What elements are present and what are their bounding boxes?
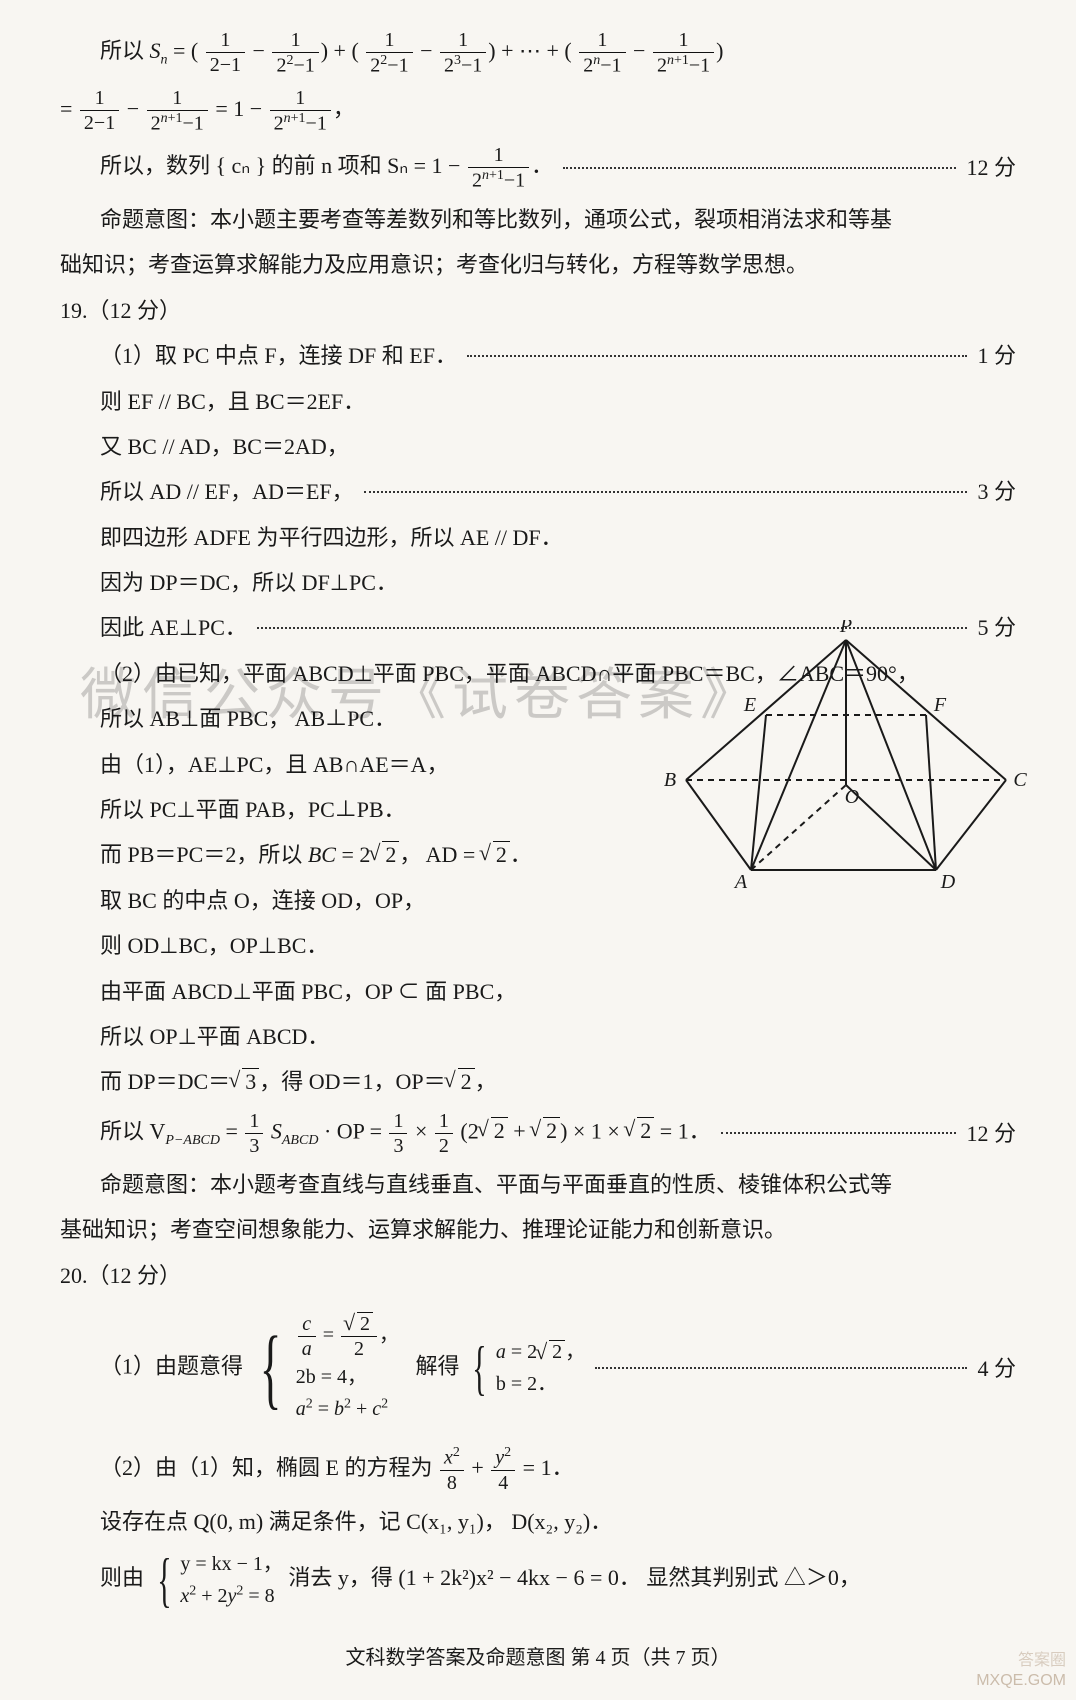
q20-part2-ellipse: （2）由（1）知，椭圆 E 的方程为 x28 + y24 = 1．: [60, 1445, 1016, 1495]
score-12: 12 分: [966, 149, 1016, 186]
dotted-leader: [563, 167, 956, 169]
q19-step-1b: 则 EF // BC，且 BC＝2EF．: [60, 383, 1016, 420]
equation-sn-simplify: = 12−1 − 12n+1−1 = 1 − 12n+1−1，: [60, 86, 1016, 136]
svg-text:O: O: [845, 786, 859, 808]
score-12b: 12 分: [966, 1115, 1016, 1152]
svg-text:P: P: [839, 620, 852, 637]
q19-step-2i: 所以 OP⊥平面 ABCD．: [60, 1018, 1016, 1055]
q20-part2-system: 则由 { y = kx − 1， x2 + 2y2 = 8 消去 y，得 (1 …: [60, 1548, 1016, 1612]
svg-text:E: E: [743, 694, 756, 716]
intent-18-line1: 命题意图：本小题主要考查等差数列和等比数列，通项公式，裂项相消法求和等基: [60, 201, 1016, 238]
q19-step-1d: 所以 AD // EF，AD＝EF， 3 分: [60, 473, 1016, 510]
q19-header: 19.（12 分）: [60, 292, 1016, 329]
svg-text:D: D: [940, 871, 956, 893]
corner-url: MXQE.GOM: [976, 1672, 1066, 1690]
score-1: 1 分: [977, 337, 1016, 374]
q19-step-2g: 则 OD⊥BC，OP⊥BC．: [60, 927, 1016, 964]
intent-18-line2: 础知识；考查运算求解能力及应用意识；考查化归与转化，方程等数学思想。: [60, 246, 1016, 283]
q19-step-1f: 因为 DP＝DC，所以 DF⊥PC．: [60, 564, 1016, 601]
geometry-diagram: P B C O A D E F: [656, 620, 1036, 900]
equation-sn-expansion: 所以 Sn = ( 12−1 − 122−1) + ( 122−1 − 123−…: [60, 28, 1016, 78]
q19-step-1a: （1）取 PC 中点 F，连接 DF 和 EF． 1 分: [60, 337, 1016, 374]
q20-part1-system: （1）由题意得 { ca = 22， 2b = 4， a2 = b2 + c2 …: [60, 1312, 1016, 1425]
q19-step-2j: 而 DP＝DC＝3，得 OD＝1，OP＝2，: [60, 1063, 1016, 1100]
score-4: 4 分: [977, 1350, 1016, 1387]
sn-result-text: 所以，数列 { cₙ } 的前 n 项和 Sₙ = 1 −: [100, 153, 460, 178]
q19-step-1c: 又 BC // AD，BC＝2AD，: [60, 428, 1016, 465]
svg-text:F: F: [933, 694, 947, 716]
pyramid-diagram-svg: P B C O A D E F: [656, 620, 1036, 900]
q20-header: 20.（12 分）: [60, 1257, 1016, 1294]
svg-text:C: C: [1013, 769, 1027, 791]
intent-19-line1: 命题意图：本小题考查直线与直线垂直、平面与平面垂直的性质、棱锥体积公式等: [60, 1166, 1016, 1203]
equation-sn-result: 所以，数列 { cₙ } 的前 n 项和 Sₙ = 1 − 12n+1−1． 1…: [60, 143, 1016, 193]
q19-step-2h: 由平面 ABCD⊥平面 PBC，OP ⊂ 面 PBC，: [60, 973, 1016, 1010]
q19-step-1e: 即四边形 ADFE 为平行四边形，所以 AE // DF．: [60, 519, 1016, 556]
corner-brand: 答案圈: [1018, 1646, 1066, 1670]
page-footer: 文科数学答案及命题意图 第 4 页（共 7 页）: [0, 1641, 1076, 1670]
score-3: 3 分: [977, 473, 1016, 510]
svg-text:B: B: [664, 769, 676, 791]
intent-19-line2: 基础知识；考查空间想象能力、运算求解能力、推理论证能力和创新意识。: [60, 1211, 1016, 1248]
svg-text:A: A: [733, 871, 748, 893]
q20-part2-setup: 设存在点 Q(0, m) 满足条件，记 C(x₁, y₁)， D(x₂, y₂)…: [60, 1503, 1016, 1540]
q19-volume: 所以 VP−ABCD = 13 SABCD · OP = 13 × 12 (22…: [60, 1109, 1016, 1158]
